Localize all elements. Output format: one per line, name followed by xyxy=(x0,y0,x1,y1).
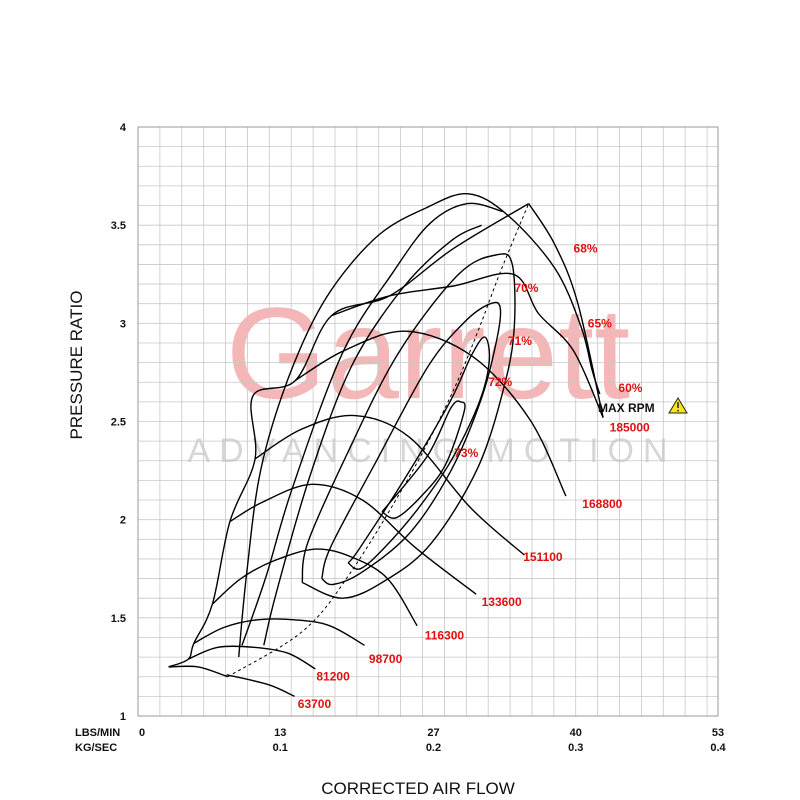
grid xyxy=(137,126,718,717)
x-tick-label-kg: 0.3 xyxy=(568,742,583,754)
y-tick-label: 1.5 xyxy=(111,613,126,625)
speed-line-label: 133600 xyxy=(482,595,522,609)
speed-line-label: 81200 xyxy=(316,670,350,684)
speed-line xyxy=(188,645,316,670)
x-tick-label-kg: 0.2 xyxy=(426,742,441,754)
max-rpm-marker: MAX RPM xyxy=(598,397,688,415)
x-unit-lbs: LBS/MIN xyxy=(75,727,120,739)
efficiency-label: 65% xyxy=(588,316,612,330)
efficiency-island xyxy=(381,400,466,519)
plot-frame xyxy=(137,126,719,717)
x-tick-label-lbs: 27 xyxy=(427,727,439,739)
y-axis-title: PRESSURE RATIO xyxy=(67,291,86,440)
speed-line-label: 185000 xyxy=(610,420,650,434)
efficiency-label: 70% xyxy=(514,281,538,295)
x-tick-label-lbs: 0 xyxy=(139,727,145,739)
speed-line xyxy=(193,618,365,646)
map-base-line xyxy=(168,665,228,678)
y-tick-label: 4 xyxy=(120,122,127,134)
map-curves xyxy=(168,192,604,698)
speed-line-label: 116300 xyxy=(425,629,465,643)
speed-line xyxy=(211,548,418,627)
x-tick-label-lbs: 40 xyxy=(570,727,582,739)
map-labels: 63700 81200 98700 116300 133600 151100 168800 1… xyxy=(298,242,650,711)
efficiency-label: 71% xyxy=(508,334,532,348)
watermark-tagline: ADVANCING MOTION xyxy=(187,432,676,470)
efficiency-label: 68% xyxy=(574,242,598,256)
y-tick-label: 2 xyxy=(120,515,126,527)
axes xyxy=(137,126,719,717)
efficiency-label: 60% xyxy=(618,381,642,395)
x-tick-label-kg: 0.4 xyxy=(710,742,726,754)
efficiency-island xyxy=(347,336,491,570)
max-rpm-label: MAX RPM xyxy=(598,401,655,415)
speed-line-label: 151100 xyxy=(523,550,563,564)
speed-line xyxy=(254,414,525,556)
efficiency-island xyxy=(241,202,503,646)
x-unit-kg: KG/SEC xyxy=(75,742,117,754)
efficiency-label: 73% xyxy=(454,446,478,460)
speed-line xyxy=(229,483,477,595)
y-tick-label: 3.5 xyxy=(111,220,126,232)
watermark-brand: Garrett xyxy=(226,280,631,426)
y-tick-label: 1 xyxy=(120,711,126,723)
efficiency-label: 72% xyxy=(488,375,512,389)
x-tick-label-lbs: 53 xyxy=(712,727,724,739)
efficiency-island xyxy=(263,224,482,646)
peak-efficiency-line xyxy=(227,203,530,678)
y-tick-label: 3 xyxy=(120,318,126,330)
speed-line-label: 168800 xyxy=(582,497,622,511)
x-tick-label-lbs: 13 xyxy=(274,727,286,739)
speed-line xyxy=(295,330,567,497)
efficiency-island xyxy=(301,253,516,599)
speed-line-label: 98700 xyxy=(369,652,403,666)
x-tick-label-kg: 0.1 xyxy=(273,742,288,754)
warning-icon xyxy=(668,397,688,414)
tick-labels: 11.522.533.540 13 27 40 530.1 0.2 0.3 0.4 xyxy=(111,122,727,754)
x-axis-title: CORRECTED AIR FLOW xyxy=(321,779,515,798)
y-tick-label: 2.5 xyxy=(111,417,126,429)
surge-line xyxy=(168,202,530,668)
choke-line xyxy=(528,203,604,418)
efficiency-island xyxy=(238,192,601,658)
speed-line-label: 63700 xyxy=(298,697,332,711)
speed-line xyxy=(226,674,295,698)
